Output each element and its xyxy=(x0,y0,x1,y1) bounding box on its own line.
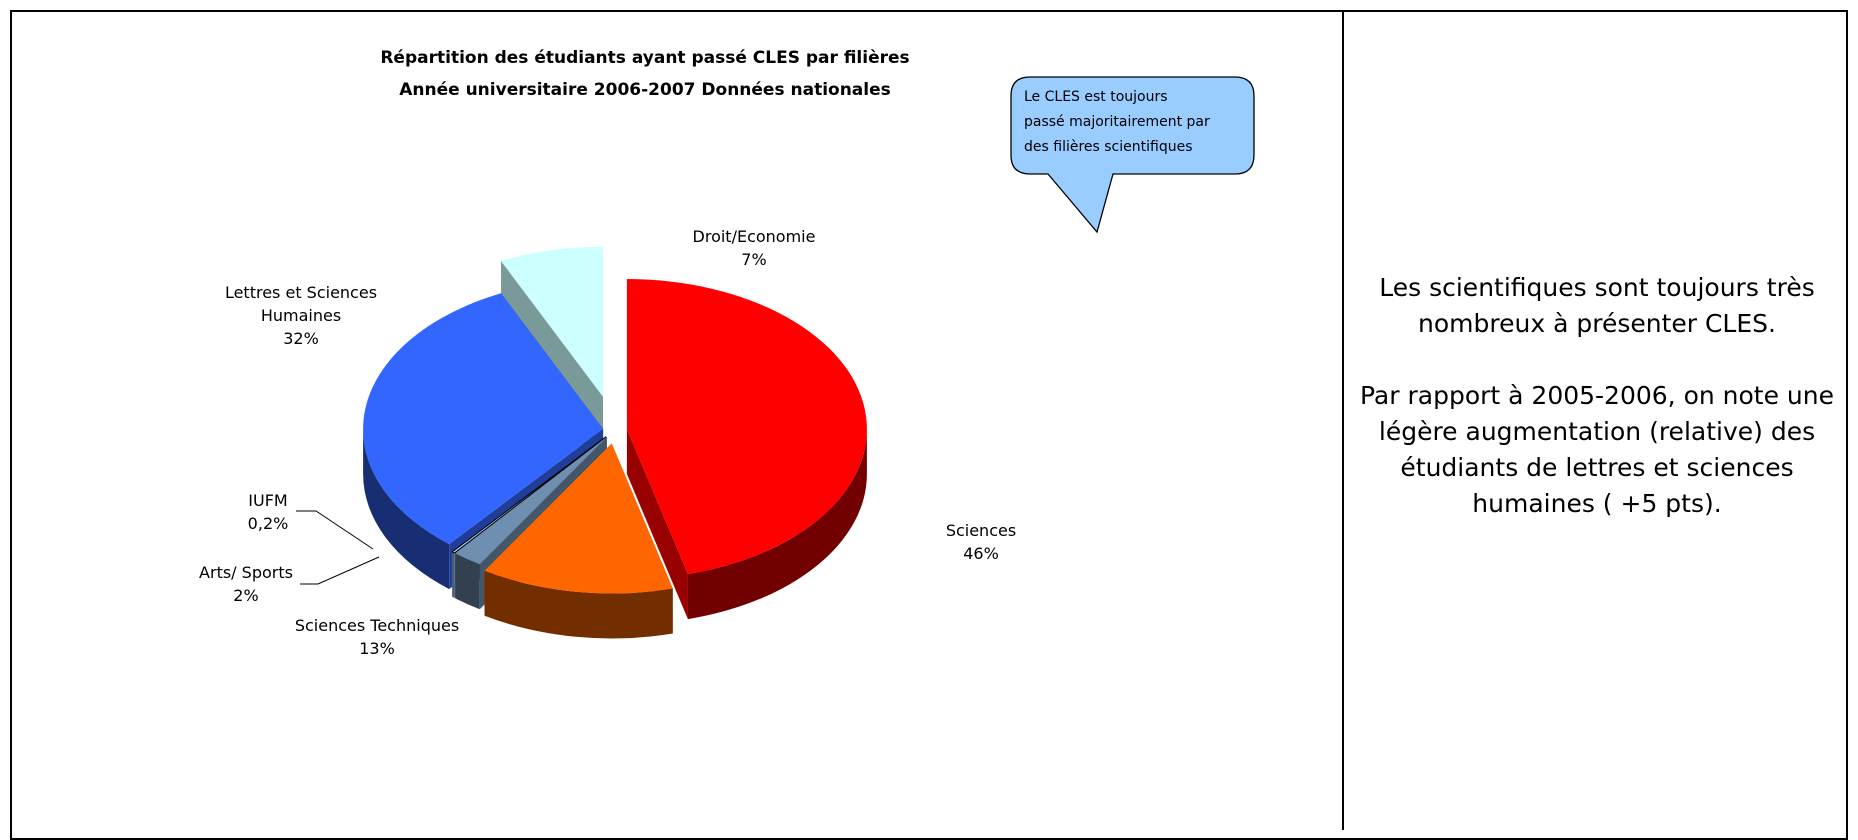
slice-label-iufm-value: 0,2% xyxy=(248,514,289,533)
column-divider xyxy=(1342,10,1344,830)
callout-line-1: Le CLES est toujours xyxy=(1024,89,1168,105)
commentary-line-6: humaines ( +5 pts). xyxy=(1472,489,1722,518)
commentary-panel: Les scientifiques sont toujours très nom… xyxy=(1346,270,1848,522)
slice-rim-sciences-techniques-0 xyxy=(484,570,673,639)
slice-label-sciences-techniques: Sciences Techniques 13% xyxy=(295,616,459,658)
slice-sciences-techniques xyxy=(484,443,673,594)
slice-rim-sciences-0 xyxy=(687,429,867,620)
callout-bubble: Le CLES est toujours passé majoritaireme… xyxy=(1010,76,1255,234)
slice-lettres-et-sciences-humaines xyxy=(363,293,604,545)
slice-droit-economie xyxy=(501,246,604,397)
slice-label-lettres-name-2: Humaines xyxy=(261,306,341,325)
slice-label-lettres-name-1: Lettres et Sciences xyxy=(225,283,377,302)
slice-arts-sports xyxy=(455,437,607,565)
slice-label-droit-economie-value: 7% xyxy=(741,250,766,269)
commentary-line-5: étudiants de lettres et sciences xyxy=(1400,453,1794,482)
slice-label-lettres: Lettres et Sciences Humaines 32% xyxy=(225,283,377,348)
chart-title: Répartition des étudiants ayant passé CL… xyxy=(380,48,909,68)
slice-label-droit-economie-name: Droit/Economie xyxy=(693,227,816,246)
leader-line-arts-sports xyxy=(300,556,380,585)
commentary-line-2: nombreux à présenter CLES. xyxy=(1418,309,1776,338)
slice-label-sciences-techniques-name: Sciences Techniques xyxy=(295,616,459,635)
commentary-line-4: légère augmentation (relative) des xyxy=(1378,417,1816,446)
slice-label-iufm: IUFM 0,2% xyxy=(248,491,374,550)
slice-label-sciences-techniques-value: 13% xyxy=(359,639,395,658)
slice-rim-arts-sports-0 xyxy=(455,553,480,610)
chart-subtitle: Année universitaire 2006-2007 Données na… xyxy=(399,80,891,100)
slice-label-sciences: Sciences 46% xyxy=(946,521,1016,563)
slice-label-arts-sports-name: Arts/ Sports xyxy=(199,563,293,582)
slice-rim-iufm-0 xyxy=(452,551,455,599)
commentary-line-1: Les scientifiques sont toujours très xyxy=(1379,273,1815,302)
slice-wall-sciences-1 xyxy=(626,429,688,620)
slice-label-arts-sports-value: 2% xyxy=(233,586,258,605)
slice-iufm xyxy=(451,436,607,554)
slice-label-iufm-name: IUFM xyxy=(248,491,287,510)
slice-sciences xyxy=(626,279,867,575)
leader-line-iufm xyxy=(296,510,374,550)
pie-chart: Répartition des étudiants ayant passé CL… xyxy=(199,48,1255,658)
slice-label-lettres-value: 32% xyxy=(283,329,319,348)
slice-label-sciences-name: Sciences xyxy=(946,521,1016,540)
slice-label-sciences-value: 46% xyxy=(963,544,999,563)
commentary-line-3: Par rapport à 2005-2006, on note une xyxy=(1359,381,1834,410)
slice-label-arts-sports: Arts/ Sports 2% xyxy=(199,556,380,605)
callout-line-2: passé majoritairement par xyxy=(1024,114,1210,130)
slice-label-droit-economie: Droit/Economie 7% xyxy=(693,227,816,269)
slice-rim-lettres-et-sciences-humaines-0 xyxy=(363,429,450,590)
slice-wall-arts-sports-1 xyxy=(455,437,607,599)
callout-line-3: des filières scientifiques xyxy=(1024,139,1193,155)
pie-slices xyxy=(363,246,867,639)
